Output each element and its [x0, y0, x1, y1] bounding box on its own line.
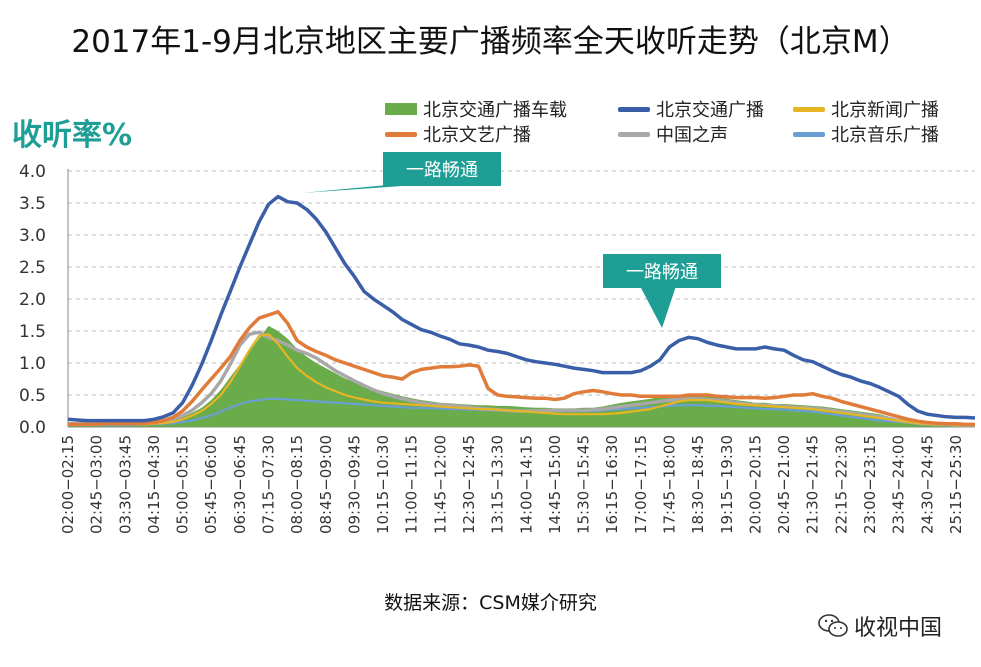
legend-item: 北京文艺广播: [385, 121, 531, 147]
y-tick-label: 1.5: [19, 322, 46, 342]
x-tick-label: 11:45−12:00: [431, 435, 449, 534]
x-tick-label: 15:30−15:45: [575, 435, 593, 534]
legend-label: 北京音乐广播: [831, 125, 939, 146]
y-tick-label: 4.0: [19, 162, 46, 182]
x-tick-label: 21:30−21:45: [804, 435, 822, 534]
x-tick-label: 22:15−22:30: [832, 435, 850, 534]
x-tick-label: 11:00−11:15: [403, 435, 421, 534]
x-tick-label: 13:15−13:30: [489, 435, 507, 534]
x-tick-label: 02:45−03:00: [88, 435, 106, 534]
legend-item: 北京新闻广播: [793, 96, 939, 122]
x-tick-label: 12:30−12:45: [460, 435, 478, 534]
y-tick-label: 2.5: [19, 258, 46, 278]
callout-text: 一路畅通: [626, 262, 698, 283]
legend-item: 北京音乐广播: [793, 121, 939, 147]
series-line: [68, 310, 975, 427]
callout-box: [603, 254, 721, 288]
legend-swatch: [385, 131, 417, 137]
series-line: [67, 194, 976, 423]
x-tick-label: 19:15−19:30: [718, 435, 736, 534]
x-tick-label: 23:00−23:15: [861, 435, 879, 534]
legend-label: 北京文艺广播: [423, 125, 531, 146]
legend-item: 中国之声: [618, 121, 728, 147]
x-tick-label: 04:15−04:30: [145, 435, 163, 534]
x-tick-label: 23:45−24:00: [890, 435, 908, 534]
legend-swatch: [618, 131, 650, 137]
x-tick-label: 20:45−21:00: [775, 435, 793, 534]
y-tick-label: 0.0: [19, 418, 46, 438]
y-tick-label: 0.5: [19, 386, 46, 406]
watermark-text: 收视中国: [854, 616, 943, 641]
legend-item: 北京交通广播: [618, 96, 764, 122]
x-tick-label: 08:00−08:15: [288, 435, 306, 534]
x-tick-label: 03:30−03:45: [116, 435, 134, 534]
legend-swatch: [385, 103, 417, 115]
x-tick-label: 10:15−10:30: [374, 435, 392, 534]
x-tick-label: 02:00−02:15: [59, 435, 77, 534]
x-tick-label: 24:30−24:45: [918, 435, 936, 534]
series-area: [68, 325, 975, 427]
x-tick-label: 07:15−07:30: [259, 435, 277, 534]
x-tick-label: 16:15−16:30: [603, 435, 621, 534]
x-tick-label: 20:00−20:15: [746, 435, 764, 534]
legend-swatch: [793, 131, 825, 137]
legend-label: 北京交通广播: [656, 100, 764, 121]
x-tick-label: 14:00−14:15: [517, 435, 535, 534]
series-line: [68, 333, 975, 427]
legend-swatch: [793, 106, 825, 112]
x-tick-label: 08:45−09:00: [317, 435, 335, 534]
x-tick-label: 09:30−09:45: [345, 435, 363, 534]
y-tick-label: 2.0: [19, 290, 46, 310]
y-tick-label: 1.0: [19, 354, 46, 374]
callout-text: 一路畅通: [406, 160, 478, 181]
x-tick-label: 17:45−18:00: [660, 435, 678, 534]
y-tick-label: 3.5: [19, 194, 46, 214]
wechat-icon: [818, 614, 848, 637]
watermark: 收视中国: [818, 610, 942, 642]
legend-label: 北京新闻广播: [831, 100, 939, 121]
y-tick-label: 3.0: [19, 226, 46, 246]
x-tick-label: 17:00−17:15: [632, 435, 650, 534]
x-tick-label: 14:45−15:00: [546, 435, 564, 534]
callout-box: [383, 152, 501, 186]
chart-title: 2017年1-9月北京地区主要广播频率全天收听走势（北京M）: [71, 24, 910, 60]
data-source: 数据来源：CSM媒介研究: [384, 592, 597, 614]
y-axis-label: 收听率%: [12, 118, 133, 153]
callout-pointer: [302, 184, 430, 193]
callout-pointer: [640, 286, 676, 328]
x-tick-label: 25:15−25:30: [947, 435, 965, 534]
x-tick-label: 05:45−06:00: [202, 435, 220, 534]
legend-swatch: [618, 106, 650, 112]
x-tick-label: 05:00−05:15: [174, 435, 192, 534]
legend-label: 北京交通广播车载: [423, 100, 567, 121]
legend-label: 中国之声: [656, 125, 728, 146]
legend-item: 北京交通广播车载: [385, 96, 567, 122]
x-tick-label: 18:30−18:45: [689, 435, 707, 534]
x-tick-label: 06:30−06:45: [231, 435, 249, 534]
